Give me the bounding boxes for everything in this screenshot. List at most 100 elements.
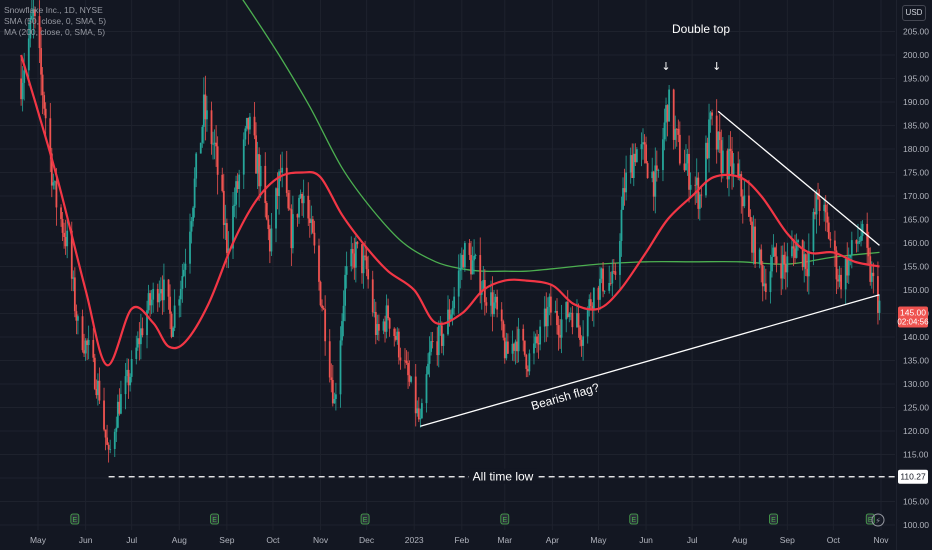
earnings-marker-icon[interactable]: E [769, 513, 778, 525]
candle-body [791, 246, 793, 257]
candle-body [279, 171, 282, 173]
candle-body [225, 223, 228, 253]
candle-body [588, 299, 591, 309]
earnings-marker-box [629, 513, 639, 525]
candle-body [29, 18, 32, 39]
x-tick-label: Oct [266, 535, 280, 545]
candle-body [351, 249, 354, 254]
candle-body [265, 203, 268, 220]
candle-body [775, 256, 778, 264]
candle-body [764, 283, 767, 293]
candle-body [860, 235, 862, 241]
earnings-marker-letter: E [771, 517, 776, 524]
candle-body [319, 281, 322, 306]
candle-body [27, 38, 30, 71]
lightning-icon-glyph: ⚡ [875, 517, 881, 526]
candle-body [34, 9, 36, 17]
candle-body [285, 167, 288, 193]
candle-body [459, 268, 462, 271]
candle-body [568, 313, 571, 318]
chart-grid [0, 0, 895, 530]
candle-body [869, 256, 872, 282]
candle-body [715, 115, 718, 150]
candle-body [405, 360, 408, 363]
candle-body [665, 105, 667, 123]
candle-body [201, 126, 204, 143]
legend-ma200[interactable]: MA (200, close, 0, SMA, 5) [4, 27, 106, 37]
candle-body [73, 277, 76, 312]
x-tick-label: Sep [219, 535, 234, 545]
candle-body [291, 214, 294, 249]
candle-body [579, 327, 581, 340]
candle-body [414, 376, 417, 414]
candle-body [354, 241, 357, 268]
earnings-marker-letter: E [73, 517, 78, 524]
candle-body [135, 347, 138, 360]
y-tick-label: 180.00 [903, 144, 929, 154]
candle-body [245, 117, 248, 129]
candle-body [784, 263, 787, 273]
candle-body [643, 142, 646, 145]
candle-body [430, 341, 432, 352]
candle-body [771, 256, 773, 272]
candle-body [482, 280, 485, 291]
candle-body [385, 305, 388, 332]
earnings-marker-letter: E [212, 517, 217, 524]
candle-body [453, 296, 456, 309]
candle-body [705, 142, 707, 196]
candle-body [685, 163, 687, 171]
candle-body [278, 171, 280, 197]
candle-body [689, 184, 692, 190]
candle-body [436, 341, 439, 356]
ma200-line [242, 0, 880, 273]
earnings-marker-icon[interactable]: E [500, 513, 510, 525]
candle-body [763, 283, 766, 287]
legend-sma50[interactable]: SMA (50, close, 0, SMA, 5) [4, 16, 107, 26]
candle-body [490, 292, 492, 306]
candle-body [371, 279, 374, 313]
candle-body [374, 312, 377, 335]
candle-body [212, 143, 214, 145]
candle-body [502, 321, 505, 338]
currency-button[interactable]: USD [902, 5, 926, 21]
x-tick-label: Jul [687, 535, 698, 545]
candle-body [751, 221, 753, 253]
candle-body [30, 15, 33, 19]
candle-body [158, 293, 161, 303]
candle-body [313, 232, 316, 246]
candle-body [182, 269, 185, 277]
earnings-marker-icon[interactable]: E [360, 513, 370, 525]
candle-body [683, 163, 686, 171]
candle-body [569, 312, 572, 314]
candle-body [235, 181, 237, 205]
earnings-marker-icon[interactable]: E [210, 513, 219, 525]
candle-body [224, 223, 227, 225]
legend-symbol[interactable]: Snowflake Inc., 1D, NYSE [4, 5, 103, 15]
candle-body [774, 247, 776, 257]
candle-body [620, 209, 623, 242]
candle-body [514, 341, 517, 351]
candle-body [394, 336, 397, 340]
candle-body [96, 380, 99, 396]
candle-body [384, 321, 386, 332]
lightning-icon[interactable]: ⚡ [871, 513, 885, 527]
candle-body [749, 216, 752, 222]
candle-body [227, 248, 230, 253]
candle-body [688, 153, 690, 190]
candle-body [602, 268, 604, 292]
candle-body [668, 89, 670, 122]
candle-body [807, 250, 810, 277]
earnings-marker-icon[interactable]: E [70, 513, 80, 525]
y-tick-label: 165.00 [903, 215, 929, 225]
candle-body [729, 148, 732, 152]
candle-body [505, 341, 508, 359]
candle-body [457, 270, 460, 297]
candle-body [503, 337, 506, 359]
candle-body [192, 207, 194, 222]
earnings-marker-icon[interactable]: E [629, 513, 639, 525]
candle-body [129, 376, 132, 386]
candle-body [539, 326, 542, 345]
candle-body [479, 255, 482, 295]
candle-body [428, 351, 431, 364]
